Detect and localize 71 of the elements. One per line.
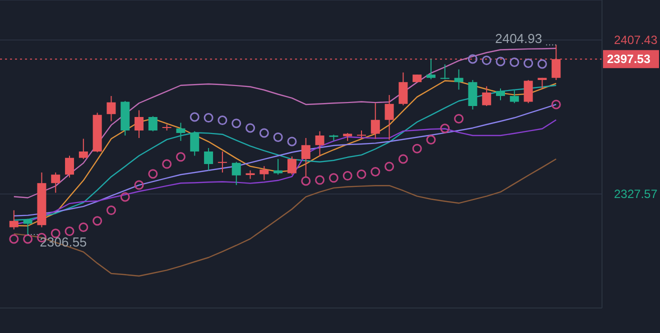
- candlestick: [468, 79, 478, 110]
- candlestick: [454, 68, 464, 90]
- point: [218, 116, 228, 126]
- candlestick: [370, 102, 380, 140]
- candlestick: [190, 130, 200, 156]
- point: [287, 136, 297, 146]
- candlestick: [482, 86, 492, 107]
- candlestick: [496, 88, 506, 101]
- candlestick: [356, 130, 366, 140]
- point: [9, 234, 19, 244]
- point: [496, 56, 506, 66]
- point: [23, 234, 33, 244]
- candlestick: [78, 138, 88, 160]
- ref-line-label: 2397.53: [607, 52, 651, 66]
- candlestick: [218, 150, 227, 174]
- point: [454, 114, 464, 124]
- point: [162, 159, 172, 169]
- point: [134, 180, 144, 190]
- line-series: [13, 48, 557, 198]
- candlestick: [274, 158, 283, 176]
- annotation: 2404.93: [495, 30, 542, 46]
- point: [482, 56, 492, 66]
- point: [190, 112, 200, 122]
- point: [356, 169, 366, 179]
- point: [510, 58, 520, 68]
- candlestick: [232, 161, 241, 186]
- point: [328, 173, 338, 183]
- point: [204, 113, 214, 123]
- point: [398, 154, 408, 164]
- candlestick: [106, 95, 116, 122]
- candlestick: [315, 130, 324, 158]
- candlestick: [440, 64, 450, 80]
- point: [148, 169, 158, 179]
- point: [412, 144, 422, 154]
- point: [384, 162, 394, 172]
- candlestick: [398, 72, 408, 106]
- candlestick: [9, 210, 18, 230]
- point: [273, 132, 283, 142]
- point: [78, 222, 88, 232]
- candlestick: [134, 110, 144, 139]
- point: [551, 100, 561, 110]
- candlestick: [510, 90, 519, 104]
- candlestick: [176, 122, 186, 142]
- candlestick: [384, 94, 394, 140]
- point: [232, 118, 242, 128]
- candlestick: [148, 116, 158, 132]
- point: [92, 216, 102, 226]
- candlestick: [204, 148, 214, 171]
- point: [315, 175, 325, 185]
- point: [176, 152, 186, 162]
- point: [468, 54, 478, 64]
- candlestick: [65, 155, 74, 178]
- point: [64, 226, 74, 236]
- point: [246, 123, 256, 133]
- point: [370, 166, 380, 176]
- point: [342, 171, 352, 181]
- point: [440, 124, 450, 134]
- candlestick: [51, 172, 60, 194]
- y-tick-label: 2327.57: [614, 186, 658, 201]
- point: [106, 206, 116, 216]
- y-tick-label: 2407.43: [614, 33, 658, 48]
- candlestick: [524, 79, 533, 104]
- point: [120, 192, 130, 202]
- point: [259, 128, 269, 138]
- point: [524, 58, 534, 68]
- candlestick: [426, 58, 436, 80]
- point: [537, 59, 547, 69]
- point: [426, 134, 436, 144]
- candlestick: [287, 156, 296, 176]
- candlestick: [260, 166, 269, 181]
- point: [301, 176, 311, 186]
